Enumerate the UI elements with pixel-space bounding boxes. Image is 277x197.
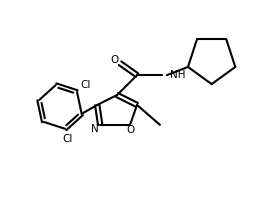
Text: O: O bbox=[111, 55, 119, 65]
Text: O: O bbox=[126, 125, 134, 135]
Text: N: N bbox=[91, 124, 99, 134]
Text: NH: NH bbox=[170, 70, 185, 80]
Text: Cl: Cl bbox=[80, 80, 90, 90]
Text: Cl: Cl bbox=[62, 135, 73, 144]
